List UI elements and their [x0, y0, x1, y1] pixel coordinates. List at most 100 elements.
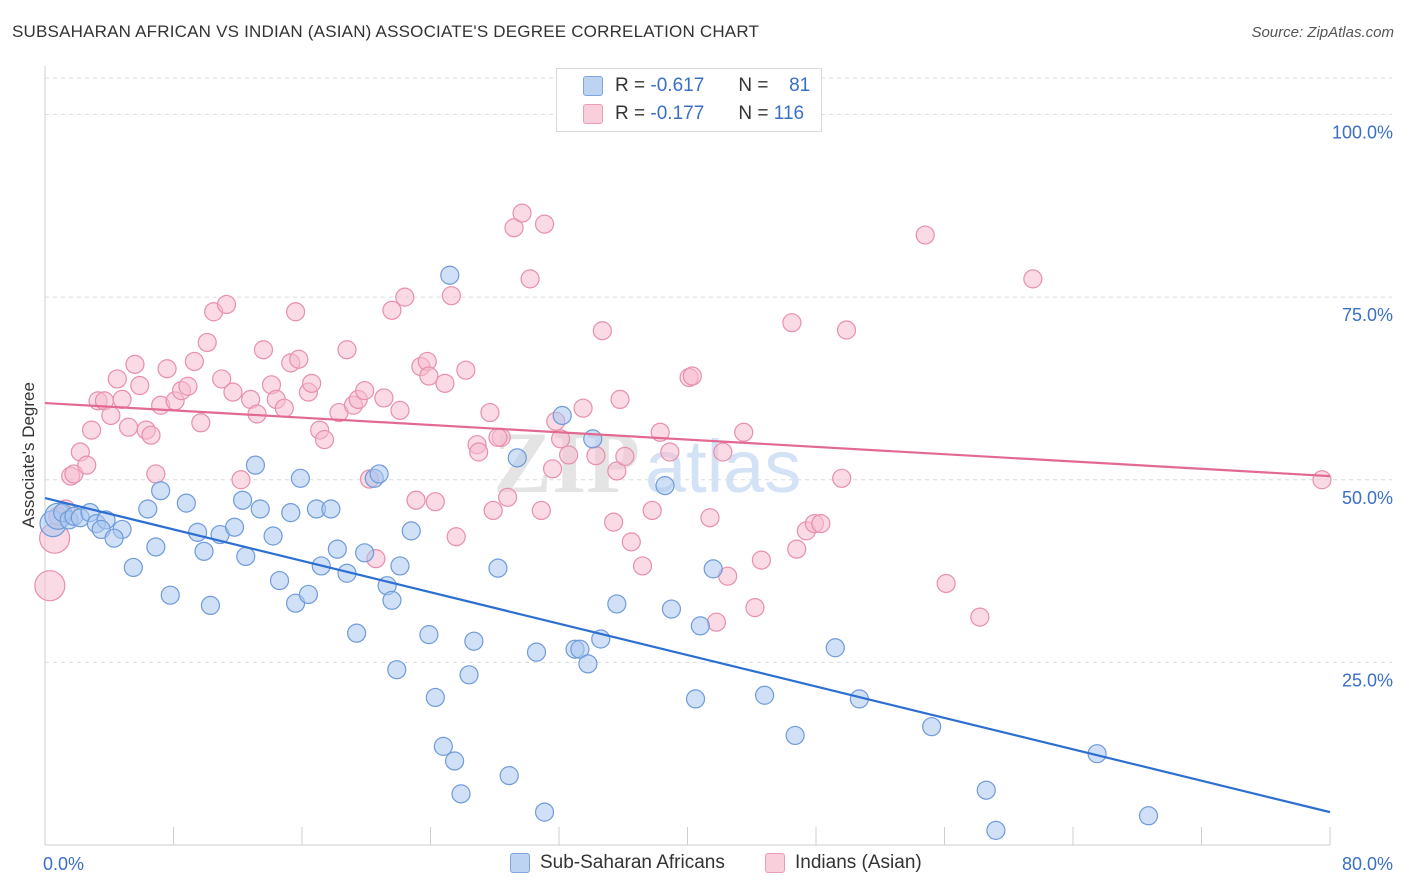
r-value: -0.177: [650, 103, 705, 124]
data-point: [703, 559, 723, 579]
legend-swatch-blue: [510, 853, 530, 873]
data-point: [604, 512, 624, 532]
data-point: [112, 389, 132, 410]
y-tick-label: 100.0%: [1332, 123, 1393, 143]
data-point: [578, 654, 598, 674]
data-point: [825, 638, 845, 658]
data-point: [682, 366, 702, 386]
y-axis-label: Associate's Degree: [19, 382, 38, 528]
data-point: [459, 665, 479, 685]
data-point: [191, 413, 211, 433]
data-point: [250, 499, 270, 519]
data-point: [583, 429, 603, 449]
data-point: [245, 455, 266, 475]
y-tick-label: 75.0%: [1342, 305, 1393, 325]
data-point: [369, 464, 389, 484]
data-point: [444, 751, 465, 771]
data-point: [441, 286, 461, 306]
series-indians: [34, 203, 1332, 632]
data-point: [782, 313, 802, 333]
legend-row-pink: R = -0.177 N = 116: [583, 101, 804, 127]
data-point: [395, 287, 415, 307]
data-point: [573, 398, 593, 418]
trend-line-indians: [44, 401, 1331, 478]
data-point: [123, 557, 143, 578]
data-point: [632, 556, 653, 576]
data-point: [104, 528, 124, 548]
n-value: 81: [789, 75, 811, 96]
data-point: [216, 294, 237, 315]
r-label: R =: [615, 75, 646, 96]
data-point: [118, 417, 139, 437]
data-point: [401, 521, 421, 541]
data-point: [1138, 806, 1159, 826]
trend-lines: [44, 401, 1331, 814]
data-point: [224, 517, 245, 537]
data-point: [281, 503, 301, 523]
data-point: [160, 585, 180, 605]
data-point: [253, 340, 274, 360]
data-point: [419, 366, 439, 386]
data-point: [480, 402, 500, 423]
data-point: [81, 420, 102, 440]
data-point: [178, 376, 198, 396]
legend-swatch-pink: [583, 104, 603, 124]
data-point: [976, 780, 996, 800]
chart-title: SUBSAHARAN AFRICAN VS INDIAN (ASIAN) ASS…: [12, 22, 760, 41]
data-point: [534, 802, 555, 822]
data-point: [138, 499, 158, 519]
data-point: [655, 476, 675, 496]
tick-labels: 25.0% 50.0% 75.0% 100.0% 0.0% 80.0%: [43, 123, 1393, 874]
legend-swatch-pink: [765, 853, 785, 873]
data-point: [660, 442, 680, 462]
source-label: Source: ZipAtlas.com: [1251, 24, 1394, 41]
data-point: [101, 405, 121, 426]
x-tick-label: 80.0%: [1342, 854, 1393, 874]
r-label: R =: [615, 103, 646, 124]
trend-line-subsaharan: [44, 496, 1331, 814]
data-point: [713, 442, 733, 462]
data-point: [321, 499, 341, 519]
data-point: [970, 607, 990, 627]
data-point: [507, 448, 527, 468]
legend-swatch-blue: [583, 76, 603, 96]
data-point: [751, 550, 771, 570]
data-point: [504, 218, 524, 238]
data-point: [355, 543, 375, 563]
data-point: [498, 487, 518, 507]
data-point: [621, 532, 641, 552]
x-tick-label: 0.0%: [43, 854, 84, 874]
data-point: [314, 429, 335, 450]
data-point: [390, 556, 410, 576]
data-point: [355, 381, 375, 401]
data-point: [269, 570, 290, 591]
data-point: [787, 539, 807, 559]
data-point: [785, 725, 805, 746]
data-point: [419, 625, 439, 645]
data-point: [464, 631, 484, 651]
data-point: [125, 354, 145, 374]
series-subsaharan: [39, 265, 1159, 840]
data-point: [1023, 269, 1043, 289]
data-point: [456, 360, 476, 380]
data-point: [734, 422, 754, 442]
data-point: [745, 597, 765, 618]
data-point: [146, 464, 166, 484]
data-point: [642, 500, 662, 521]
data-point: [832, 468, 852, 488]
data-point: [915, 225, 935, 245]
legend-item-subsaharan: Sub-Saharan Africans: [510, 852, 725, 874]
data-point: [483, 500, 503, 521]
data-point: [534, 214, 555, 234]
n-value: 116: [773, 103, 805, 124]
data-point: [327, 539, 347, 559]
data-point: [435, 373, 455, 393]
data-point: [512, 203, 532, 223]
data-point: [469, 442, 489, 462]
data-point: [922, 717, 942, 737]
data-point: [685, 689, 706, 709]
legend-item-indians: Indians (Asian): [765, 852, 922, 874]
data-point: [290, 468, 310, 488]
data-point: [607, 461, 627, 481]
data-point: [146, 537, 166, 557]
